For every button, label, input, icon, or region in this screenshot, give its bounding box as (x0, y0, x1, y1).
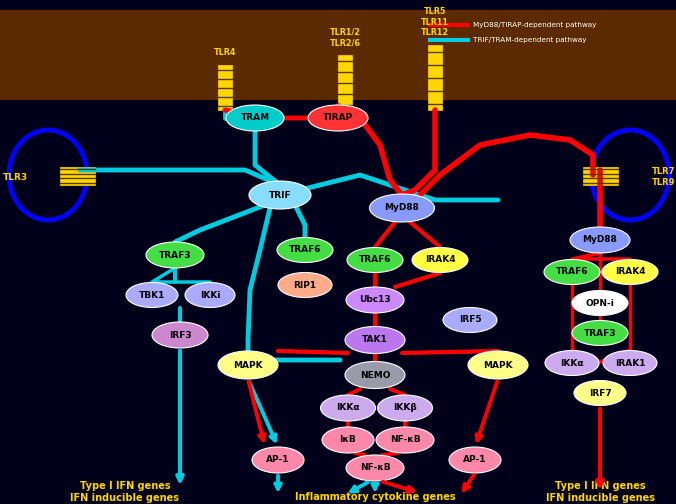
Text: IKKβ: IKKβ (393, 404, 417, 412)
Text: TLR7
TLR9: TLR7 TLR9 (652, 167, 675, 186)
Text: TRAM: TRAM (241, 113, 270, 122)
Ellipse shape (443, 307, 497, 333)
Ellipse shape (322, 427, 374, 453)
Text: TRAF6: TRAF6 (359, 256, 391, 265)
Ellipse shape (545, 350, 599, 375)
Text: IKKα: IKKα (560, 358, 584, 367)
Bar (60, 167, 95, 185)
Ellipse shape (345, 361, 405, 389)
Ellipse shape (544, 260, 600, 284)
Text: TBK1: TBK1 (139, 290, 165, 299)
Bar (428, 45, 442, 110)
Text: TIRAP: TIRAP (323, 113, 353, 122)
Text: NF-κB: NF-κB (389, 435, 420, 445)
Ellipse shape (345, 327, 405, 353)
Bar (0, 10, 676, 100)
Text: IFN inducible genes: IFN inducible genes (546, 493, 654, 503)
Ellipse shape (376, 427, 434, 453)
Text: TRAF3: TRAF3 (584, 329, 617, 338)
Ellipse shape (603, 350, 657, 375)
Bar (338, 55, 352, 110)
Ellipse shape (146, 242, 204, 268)
Ellipse shape (412, 247, 468, 273)
Text: OPN-i: OPN-i (585, 298, 614, 307)
Text: Inflammatory cytokine genes: Inflammatory cytokine genes (295, 492, 456, 502)
Ellipse shape (572, 290, 628, 316)
Text: NEMO: NEMO (360, 370, 390, 380)
Text: IKKi: IKKi (199, 290, 220, 299)
Text: TRIF/TRAM-dependent pathway: TRIF/TRAM-dependent pathway (473, 37, 587, 43)
Text: AP-1: AP-1 (463, 456, 487, 465)
Text: IRAK4: IRAK4 (614, 268, 646, 277)
Text: TLR3: TLR3 (3, 172, 28, 181)
Ellipse shape (152, 322, 208, 348)
Ellipse shape (449, 447, 501, 473)
Ellipse shape (370, 194, 435, 222)
Ellipse shape (278, 273, 332, 297)
Ellipse shape (468, 351, 528, 379)
Ellipse shape (377, 395, 433, 421)
Bar (218, 65, 232, 110)
Text: MAPK: MAPK (233, 360, 263, 369)
Ellipse shape (185, 283, 235, 307)
Ellipse shape (9, 130, 87, 220)
Text: TLR1/2
TLR2/6: TLR1/2 TLR2/6 (330, 28, 360, 47)
Text: IRF5: IRF5 (459, 316, 481, 325)
Text: MyD88: MyD88 (385, 204, 419, 213)
Text: AP-1: AP-1 (266, 456, 290, 465)
Text: Type I IFN genes: Type I IFN genes (555, 481, 646, 491)
Text: MAPK: MAPK (483, 360, 513, 369)
Ellipse shape (126, 283, 178, 307)
Ellipse shape (602, 260, 658, 284)
Ellipse shape (277, 237, 333, 263)
Text: TLR5
TLR11
TLR12: TLR5 TLR11 TLR12 (421, 7, 449, 37)
Ellipse shape (574, 381, 626, 406)
Text: TLR4: TLR4 (214, 48, 236, 57)
Text: IKKα: IKKα (336, 404, 360, 412)
Bar (583, 167, 618, 185)
Text: MyD88/TIRAP-dependent pathway: MyD88/TIRAP-dependent pathway (473, 22, 596, 28)
Ellipse shape (308, 105, 368, 131)
Text: Type I IFN genes: Type I IFN genes (80, 481, 170, 491)
Ellipse shape (572, 321, 628, 346)
Text: NF-κB: NF-κB (360, 464, 390, 473)
Ellipse shape (252, 447, 304, 473)
Text: TRIF: TRIF (268, 191, 291, 200)
Text: IκB: IκB (339, 435, 356, 445)
Ellipse shape (347, 247, 403, 273)
Text: IRAK4: IRAK4 (425, 256, 456, 265)
Text: TRAF6: TRAF6 (289, 245, 321, 255)
Ellipse shape (570, 227, 630, 253)
Text: TRAF3: TRAF3 (159, 250, 191, 260)
Text: IRF3: IRF3 (169, 331, 191, 340)
Text: RIP1: RIP1 (293, 281, 316, 289)
Ellipse shape (320, 395, 375, 421)
Ellipse shape (218, 351, 278, 379)
Ellipse shape (346, 287, 404, 313)
Text: IFN inducible genes: IFN inducible genes (70, 493, 180, 503)
Text: IRF7: IRF7 (589, 389, 611, 398)
Text: MyD88: MyD88 (583, 235, 617, 244)
Ellipse shape (226, 105, 284, 131)
Text: TRAF6: TRAF6 (556, 268, 588, 277)
Ellipse shape (346, 455, 404, 481)
Text: IRAK1: IRAK1 (614, 358, 646, 367)
Text: Ubc13: Ubc13 (359, 295, 391, 304)
Ellipse shape (249, 181, 311, 209)
Text: TAK1: TAK1 (362, 336, 388, 345)
Ellipse shape (591, 130, 669, 220)
